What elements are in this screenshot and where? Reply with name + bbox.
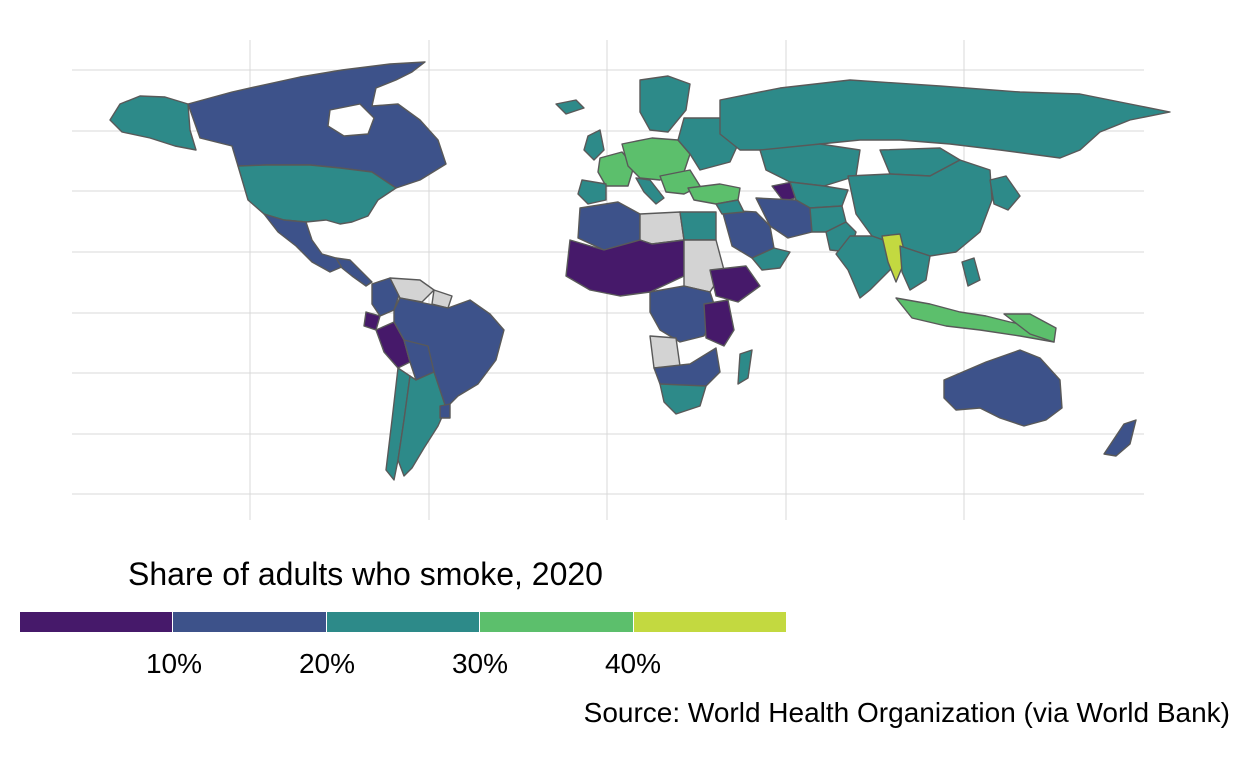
legend-swatch xyxy=(325,612,480,632)
country-egypt xyxy=(679,211,717,241)
country-levant xyxy=(715,199,745,215)
country-scandinavia xyxy=(639,75,691,133)
country-kenya-tanzania xyxy=(703,299,735,347)
country-uruguay xyxy=(439,403,451,419)
country-central-africa xyxy=(649,285,717,343)
country-ecuador xyxy=(363,311,381,331)
country-canada-hudson-bay xyxy=(327,103,375,137)
country-yemen-oman xyxy=(751,247,791,271)
legend-swatch xyxy=(20,612,173,632)
country-argentina xyxy=(397,371,447,477)
country-ethiopia xyxy=(709,265,761,303)
country-papua xyxy=(1003,313,1057,343)
country-angola xyxy=(649,335,681,369)
legend-tick-10: 10% xyxy=(145,648,203,679)
country-new-zealand xyxy=(1103,419,1137,457)
world-map xyxy=(72,40,1171,520)
legend-swatch xyxy=(172,612,326,632)
country-alaska xyxy=(109,95,197,151)
country-libya xyxy=(639,211,685,245)
country-kazakhstan xyxy=(759,143,861,187)
country-madagascar xyxy=(737,349,753,385)
legend-tick-20: 20% xyxy=(298,648,356,679)
legend-swatch xyxy=(632,612,787,632)
country-central-america xyxy=(335,257,373,287)
country-philippines xyxy=(961,257,981,287)
country-sahel xyxy=(565,239,685,297)
country-uk xyxy=(583,129,605,161)
legend-tick-40: 40% xyxy=(604,648,662,679)
country-south-africa xyxy=(659,383,707,415)
legend-tick-30: 30% xyxy=(451,648,509,679)
legend-title: Share of adults who smoke, 2020 xyxy=(128,556,603,592)
country-se-asia xyxy=(899,245,931,291)
country-india xyxy=(835,235,901,299)
source-note: Source: World Health Organization (via W… xyxy=(583,697,1230,728)
country-korea-japan xyxy=(989,175,1021,211)
country-iberia xyxy=(577,179,607,205)
country-usa xyxy=(237,164,397,225)
country-iceland xyxy=(555,99,585,115)
legend-swatch xyxy=(479,612,633,632)
country-australia xyxy=(943,349,1063,427)
country-brazil xyxy=(393,297,505,409)
country-venezuela xyxy=(389,277,435,303)
country-mexico xyxy=(263,213,345,273)
country-italy xyxy=(635,177,665,205)
country-france xyxy=(597,151,635,187)
legend-colorbar xyxy=(20,612,787,632)
country-russia xyxy=(719,79,1171,159)
